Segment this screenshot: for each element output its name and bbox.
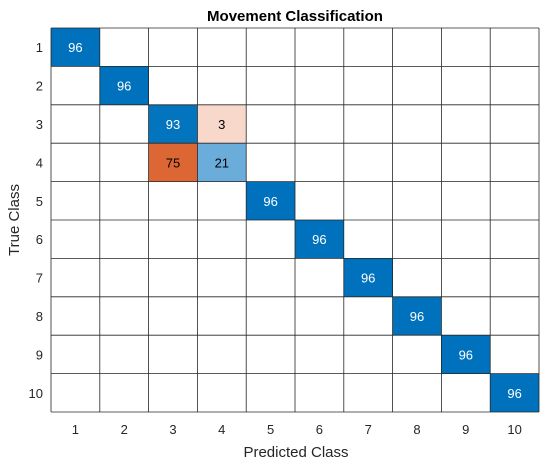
y-axis-label: True Class	[6, 184, 23, 256]
matrix-cell-10-10	[490, 373, 539, 412]
y-tick-label: 9	[36, 347, 43, 362]
cell-value-label: 96	[410, 309, 424, 324]
matrix-cell-4-3	[148, 143, 198, 182]
chart-title: Movement Classification	[207, 8, 383, 25]
matrix-cell-5-5	[246, 181, 295, 220]
x-tick-label: 6	[316, 422, 323, 437]
matrix-cell-2-2	[99, 66, 149, 105]
x-tick-label: 4	[218, 422, 225, 437]
y-axis-tick-labels: 1 2 3 4 5 6 7 8 9 10	[29, 40, 43, 401]
y-tick-label: 3	[36, 117, 43, 132]
cell-value-label: 96	[68, 40, 82, 55]
cell-value-label: 96	[361, 271, 375, 286]
x-tick-label: 10	[507, 422, 521, 437]
x-tick-label: 2	[121, 422, 128, 437]
matrix-cell-6-6	[295, 220, 344, 259]
x-tick-label: 1	[72, 422, 79, 437]
y-tick-label: 10	[29, 386, 43, 401]
x-tick-label: 7	[365, 422, 372, 437]
matrix-cell-4-4	[197, 143, 247, 182]
y-tick-label: 1	[36, 40, 43, 55]
matrix-cell-3-3	[148, 104, 198, 144]
matrix-cells	[51, 28, 539, 412]
y-tick-label: 7	[36, 271, 43, 286]
cell-value-label: 96	[459, 347, 473, 362]
y-tick-label: 8	[36, 309, 43, 324]
matrix-gridlines	[50, 27, 540, 413]
x-tick-label: 5	[267, 422, 274, 437]
matrix-cell-7-7	[343, 258, 393, 297]
matrix-cell-3-4	[197, 104, 247, 144]
x-tick-label: 3	[169, 422, 176, 437]
cell-value-label: 21	[215, 155, 229, 170]
cell-value-label: 96	[117, 79, 131, 94]
y-tick-label: 6	[36, 232, 43, 247]
cell-value-label: 3	[218, 117, 225, 132]
y-tick-label: 2	[36, 79, 43, 94]
cell-value-label: 96	[312, 232, 326, 247]
y-tick-label: 5	[36, 194, 43, 209]
cell-value-label: 96	[263, 194, 277, 209]
matrix-cell-9-9	[441, 335, 491, 374]
cell-value-label: 75	[166, 155, 180, 170]
x-axis-label: Predicted Class	[243, 444, 348, 461]
x-axis-tick-labels: 1 2 3 4 5 6 7 8 9 10	[72, 422, 522, 437]
x-tick-label: 8	[413, 422, 420, 437]
matrix-cell-labels: 96 96 93 3 75 21 96 96 96 96 96 96	[68, 40, 522, 401]
y-tick-label: 4	[36, 155, 43, 170]
matrix-cell-8-8	[392, 296, 442, 336]
cell-value-label: 96	[507, 386, 521, 401]
x-tick-label: 9	[462, 422, 469, 437]
matrix-cell-1-1	[51, 28, 100, 67]
cell-value-label: 93	[166, 117, 180, 132]
